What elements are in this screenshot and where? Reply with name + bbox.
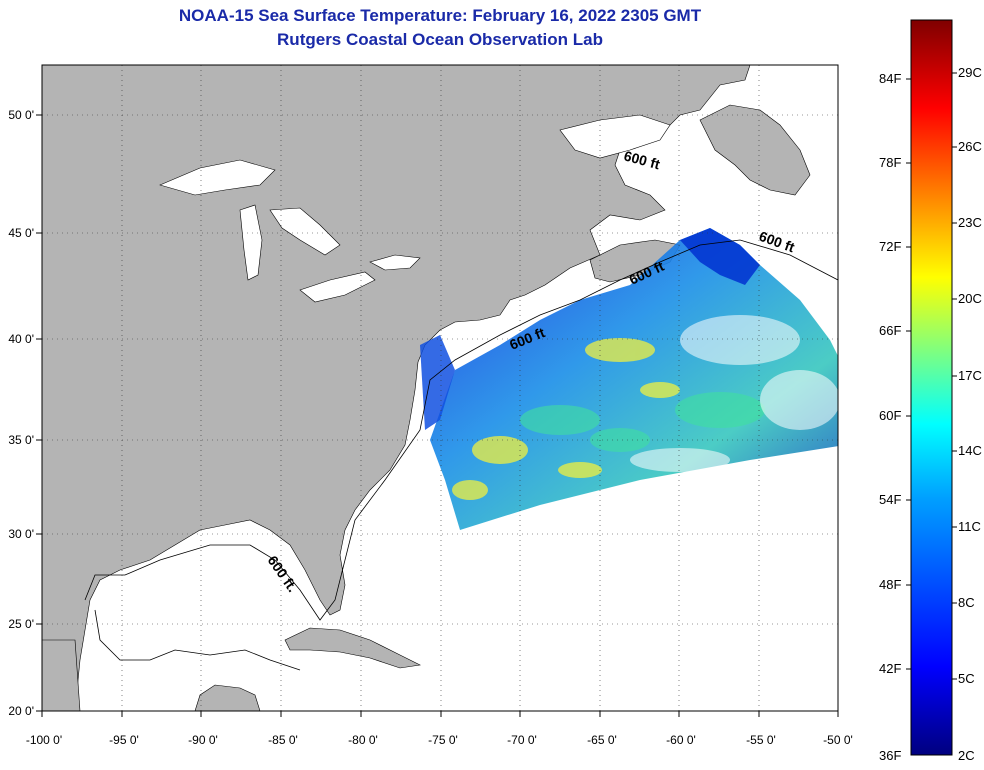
yucatan-peninsula [194, 684, 261, 711]
lon-tick-label: -60 0' [666, 733, 696, 747]
axis-ticks [36, 114, 839, 717]
colorbar-label-f: 78F [879, 155, 902, 170]
lat-tick-label: 30 0' [8, 527, 34, 541]
lon-tick-label: -100 0' [26, 733, 62, 747]
colorbar-label-c: 23C [958, 215, 982, 230]
yucatan-land [42, 639, 81, 711]
lon-tick-label: -90 0' [188, 733, 218, 747]
lat-tick-label: 40 0' [8, 332, 34, 346]
gulf-st-lawrence [559, 114, 671, 159]
colorbar-ticks [906, 72, 957, 680]
colorbar [910, 19, 953, 756]
colorbar-label-c: 20C [958, 291, 982, 306]
lon-tick-label: -75 0' [428, 733, 458, 747]
lon-tick-label: -85 0' [268, 733, 298, 747]
map-title: NOAA-15 Sea Surface Temperature: Februar… [178, 6, 702, 25]
lon-tick-label: -50 0' [823, 733, 853, 747]
map-subtitle: Rutgers Coastal Ocean Observation Lab [277, 30, 603, 49]
lon-tick-label: -80 0' [348, 733, 378, 747]
newfoundland-land [699, 104, 811, 196]
lon-tick-label: -55 0' [746, 733, 776, 747]
lat-tick-label: 35 0' [8, 433, 34, 447]
sst-swath [420, 228, 838, 530]
lat-tick-label: 45 0' [8, 226, 34, 240]
contour-600ft [84, 239, 838, 621]
colorbar-label-f: 66F [879, 323, 902, 338]
colorbar-label-c: 26C [958, 139, 982, 154]
lon-tick-label: -95 0' [109, 733, 139, 747]
cuba-land [284, 627, 421, 669]
colorbar-label-c: 8C [958, 595, 975, 610]
lat-labels: 50 0' 45 0' 40 0' 35 0' 30 0' 25 0' 20 0… [8, 108, 34, 718]
colorbar-label-c: 17C [958, 368, 982, 383]
colorbar-label-f: 54F [879, 492, 902, 507]
colorbar-label-f: 48F [879, 577, 902, 592]
colorbar-label-c: 5C [958, 671, 975, 686]
colorbar-label-c: 14C [958, 443, 982, 458]
lat-tick-label: 50 0' [8, 108, 34, 122]
colorbar-label-f: 42F [879, 661, 902, 676]
contour-600ft-gulf [94, 609, 301, 671]
colorbar-label-f: 60F [879, 408, 902, 423]
lat-tick-label: 20 0' [8, 704, 34, 718]
lon-tick-label: -70 0' [507, 733, 537, 747]
great-lakes [159, 159, 421, 303]
colorbar-label-f: 72F [879, 239, 902, 254]
colorbar-label-c: 11C [958, 519, 981, 534]
north-america-land [42, 65, 751, 711]
colorbar-label-f: 36F [879, 748, 902, 763]
lat-tick-label: 25 0' [8, 617, 34, 631]
colorbar-label-c: 2C [958, 748, 975, 763]
colorbar-label-f: 84F [879, 71, 902, 86]
lon-tick-label: -65 0' [587, 733, 617, 747]
lon-labels: -100 0' -95 0' -90 0' -85 0' -80 0' -75 … [26, 733, 853, 747]
colorbar-label-c: 29C [958, 65, 982, 80]
